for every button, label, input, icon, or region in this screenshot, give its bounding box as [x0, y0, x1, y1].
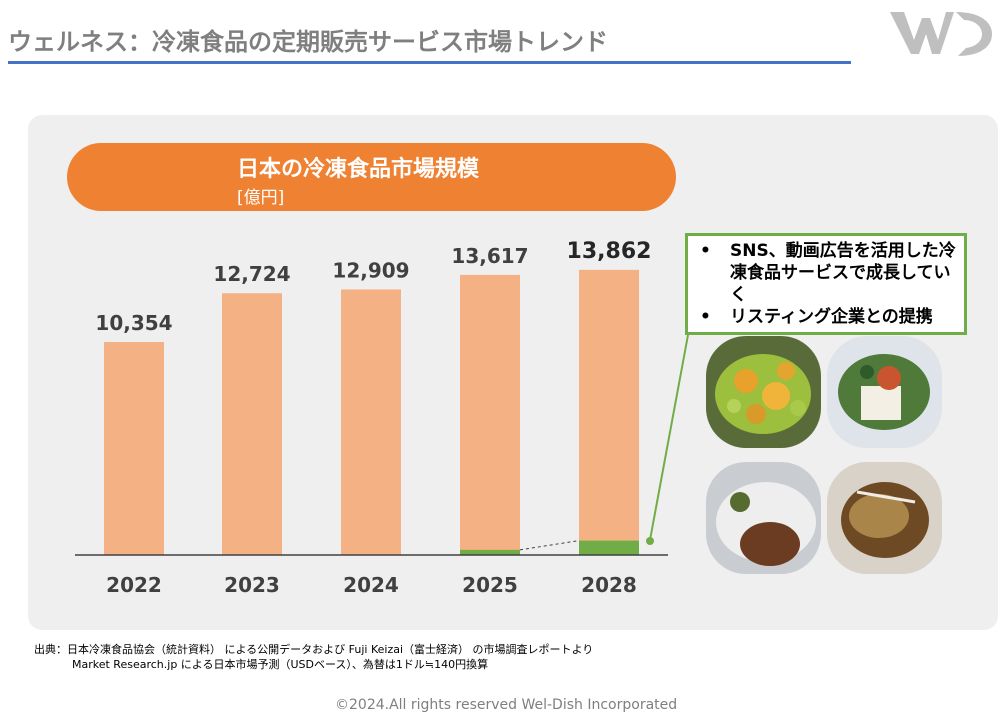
data-label: 12,724	[213, 262, 290, 286]
x-tick-label: 2028	[581, 573, 637, 597]
chart-title: 日本の冷凍食品市場規模	[237, 157, 480, 182]
data-label: 10,354	[95, 311, 172, 335]
food-photo-fish-pack	[827, 462, 942, 574]
page-title: ウェルネス：冷凍食品の定期販売サービス市場トレンド	[8, 28, 608, 56]
food-photo-beans-egg	[706, 336, 821, 448]
food-photo-hamburg	[706, 462, 821, 574]
food-photo-grid	[706, 336, 958, 584]
bar	[460, 274, 520, 555]
data-label: 12,909	[332, 258, 409, 282]
bar	[579, 269, 639, 555]
highlight-bar-segment	[460, 549, 520, 555]
callout-item: • リスティング企業との提携	[700, 306, 956, 328]
copyright: ©2024.All rights reserved Wel-Dish Incor…	[335, 697, 678, 713]
x-tick-label: 2024	[343, 573, 399, 597]
x-tick-label: 2023	[224, 573, 280, 597]
x-tick-label: 2022	[106, 573, 162, 597]
chart-title-banner: 日本の冷凍食品市場規模 [億円]	[67, 143, 676, 211]
source-line: 出典：日本冷凍食品協会（統計資料） による公開データおよび Fuji Keiza…	[34, 643, 594, 656]
bullet-icon: •	[700, 241, 711, 261]
source-line: Market Research.jp による日本市場予測（USDベース）、為替は…	[72, 658, 489, 671]
bar	[104, 342, 164, 555]
data-label: 13,862	[567, 239, 652, 264]
callout-text: リスティング企業との提携	[730, 307, 933, 327]
callout-item: • SNS、動画広告を活用した冷凍食品サービスで成長していく	[700, 240, 956, 306]
source-note: 出典：日本冷凍食品協会（統計資料） による公開データおよび Fuji Keiza…	[34, 642, 593, 672]
bar	[222, 293, 282, 555]
chart-unit: [億円]	[237, 188, 285, 208]
data-label: 13,617	[451, 244, 528, 268]
growth-callout: • SNS、動画広告を活用した冷凍食品サービスで成長していく • リスティング企…	[685, 233, 967, 335]
highlight-bar-segment	[579, 540, 639, 555]
callout-text: SNS、動画広告を活用した冷凍食品サービスで成長していく	[730, 241, 956, 305]
x-tick-label: 2025	[462, 573, 518, 597]
growth-trend-line	[519, 540, 580, 551]
bullet-icon: •	[700, 307, 711, 327]
title-underline	[8, 61, 851, 64]
bar	[341, 289, 401, 555]
food-photo-tofu-greens	[827, 336, 942, 448]
market-size-bar-chart: 10,354 2022 12,724 2023 12,909 2024 13,617 2025…	[75, 239, 668, 597]
wel-dish-logo	[890, 12, 992, 56]
